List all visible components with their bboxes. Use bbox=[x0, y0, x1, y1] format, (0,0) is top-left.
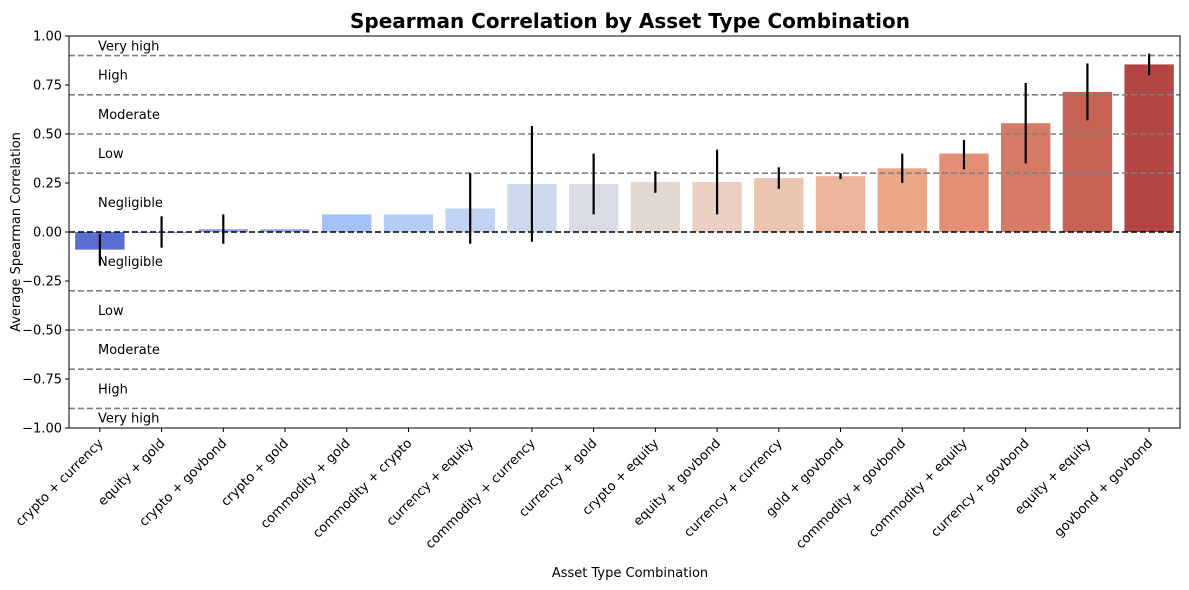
y-tick-label: −1.00 bbox=[22, 422, 62, 437]
x-tick-label: crypto + currency bbox=[13, 436, 107, 530]
band-label: Negligible bbox=[98, 196, 163, 211]
y-tick-label: 0.00 bbox=[33, 226, 62, 241]
y-tick-label: −0.50 bbox=[22, 324, 62, 339]
y-tick-label: 0.75 bbox=[33, 79, 62, 94]
y-tick-label: 0.50 bbox=[33, 128, 62, 143]
band-label: Moderate bbox=[98, 343, 160, 358]
plot-area: Very high High Moderate Low Negligible Neglig… bbox=[13, 30, 1181, 552]
band-label: Low bbox=[98, 304, 124, 319]
bar bbox=[260, 229, 310, 232]
y-tick-label: −0.25 bbox=[22, 275, 62, 290]
band-label: Low bbox=[98, 147, 124, 162]
bar bbox=[383, 214, 434, 232]
y-tick-label: 0.25 bbox=[33, 177, 62, 192]
chart-title: Spearman Correlation by Asset Type Combi… bbox=[350, 9, 910, 33]
band-label: Negligible bbox=[98, 255, 163, 270]
bar bbox=[815, 176, 866, 232]
band-label: High bbox=[98, 69, 128, 84]
bar bbox=[1124, 64, 1174, 232]
x-tick-label: commodity + currency bbox=[423, 436, 539, 552]
bar bbox=[322, 214, 372, 232]
band-label: Very high bbox=[98, 412, 159, 427]
band-label: Very high bbox=[98, 39, 159, 54]
x-axis-label: Asset Type Combination bbox=[552, 566, 708, 581]
x-tick-label: commodity + govbond bbox=[793, 436, 909, 552]
y-tick-label: 1.00 bbox=[33, 30, 62, 45]
y-axis-label: Average Spearman Correlation bbox=[9, 132, 24, 332]
band-label: Moderate bbox=[98, 108, 160, 123]
y-tick-label: −0.75 bbox=[22, 373, 62, 388]
band-label: High bbox=[98, 382, 128, 397]
